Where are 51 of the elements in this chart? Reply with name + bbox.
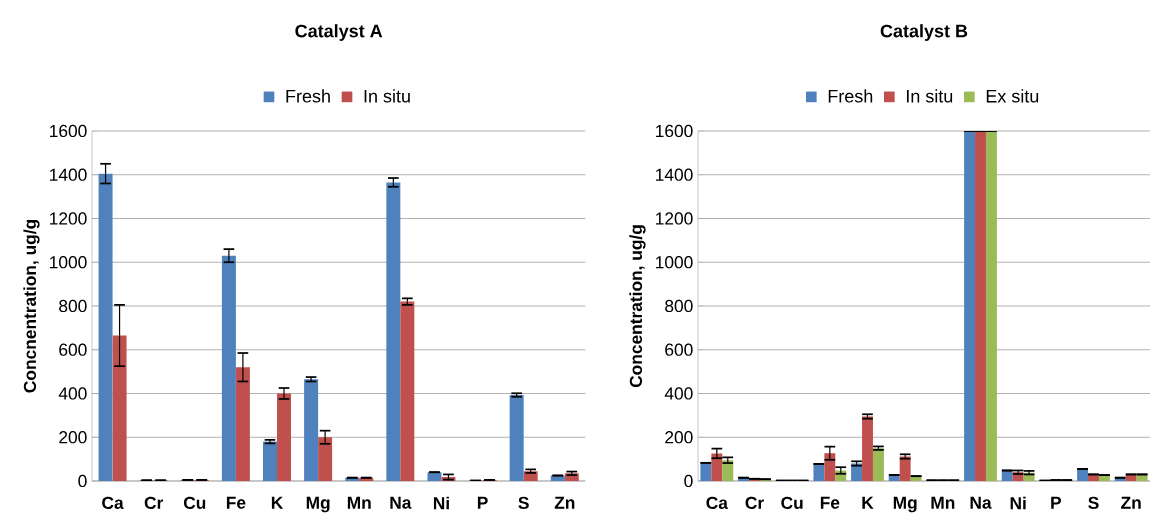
x-tick-label: Ca <box>706 496 729 509</box>
y-tick-label: 200 <box>59 431 87 444</box>
x-tick-label: Na <box>390 496 412 509</box>
x-tick-label: S <box>518 496 529 509</box>
y-tick-label: 800 <box>665 299 693 313</box>
x-tick-label: Mg <box>893 496 917 513</box>
x-tick-label: Ni <box>433 496 449 510</box>
legend-label: Fresh <box>286 89 330 103</box>
y-tick-label: 1000 <box>50 256 87 269</box>
legend-label: Fresh <box>828 89 873 103</box>
x-tick-label: P <box>1051 496 1062 509</box>
y-axis-title: Concentration, ug/g <box>629 225 646 388</box>
x-tick-label: S <box>1088 496 1099 509</box>
x-tick-label: Zn <box>1121 496 1141 509</box>
y-tick-label: 1600 <box>50 124 87 138</box>
y-tick-label: 1200 <box>656 212 693 225</box>
y-tick-label: 1400 <box>50 168 87 181</box>
chart-title: Catalyst A <box>295 24 383 41</box>
legend-label: Ex situ <box>986 89 1039 103</box>
y-tick-label: 1400 <box>656 168 693 181</box>
x-tick-label: Mn <box>347 496 371 509</box>
x-tick-label: Fe <box>820 496 840 509</box>
y-tick-label: 1600 <box>656 124 693 138</box>
x-tick-label: Fe <box>226 496 246 509</box>
x-tick-label: Zn <box>554 496 575 509</box>
y-tick-label: 400 <box>664 387 693 400</box>
y-tick-label: 600 <box>665 343 693 356</box>
x-tick-label: K <box>271 496 284 509</box>
y-tick-label: 1000 <box>656 256 693 269</box>
y-tick-label: 1200 <box>50 212 87 225</box>
y-tick-label: 0 <box>78 474 87 488</box>
x-tick-label: Cu <box>781 496 803 509</box>
x-tick-label: Mn <box>931 496 955 509</box>
x-tick-label: Mg <box>306 496 330 513</box>
y-tick-label: 200 <box>665 431 693 444</box>
x-tick-label: K <box>862 496 874 509</box>
legend-label: In situ <box>364 89 410 103</box>
chart-title: Catalyst B <box>880 24 968 41</box>
y-axis-title: Concnentration, ug/g <box>23 220 40 393</box>
y-tick-label: 600 <box>59 343 87 356</box>
x-tick-label: Na <box>970 496 992 509</box>
legend-label: In situ <box>906 89 953 103</box>
y-tick-label: 800 <box>59 299 87 313</box>
y-tick-label: 400 <box>58 387 87 400</box>
x-tick-label: P <box>477 496 488 509</box>
y-tick-label: 0 <box>684 474 693 488</box>
x-tick-label: Ni <box>1010 496 1026 510</box>
x-tick-label: Cu <box>183 496 206 509</box>
x-tick-label: Cr <box>745 496 764 509</box>
x-tick-label: Cr <box>144 496 164 509</box>
x-tick-label: Ca <box>102 496 124 509</box>
